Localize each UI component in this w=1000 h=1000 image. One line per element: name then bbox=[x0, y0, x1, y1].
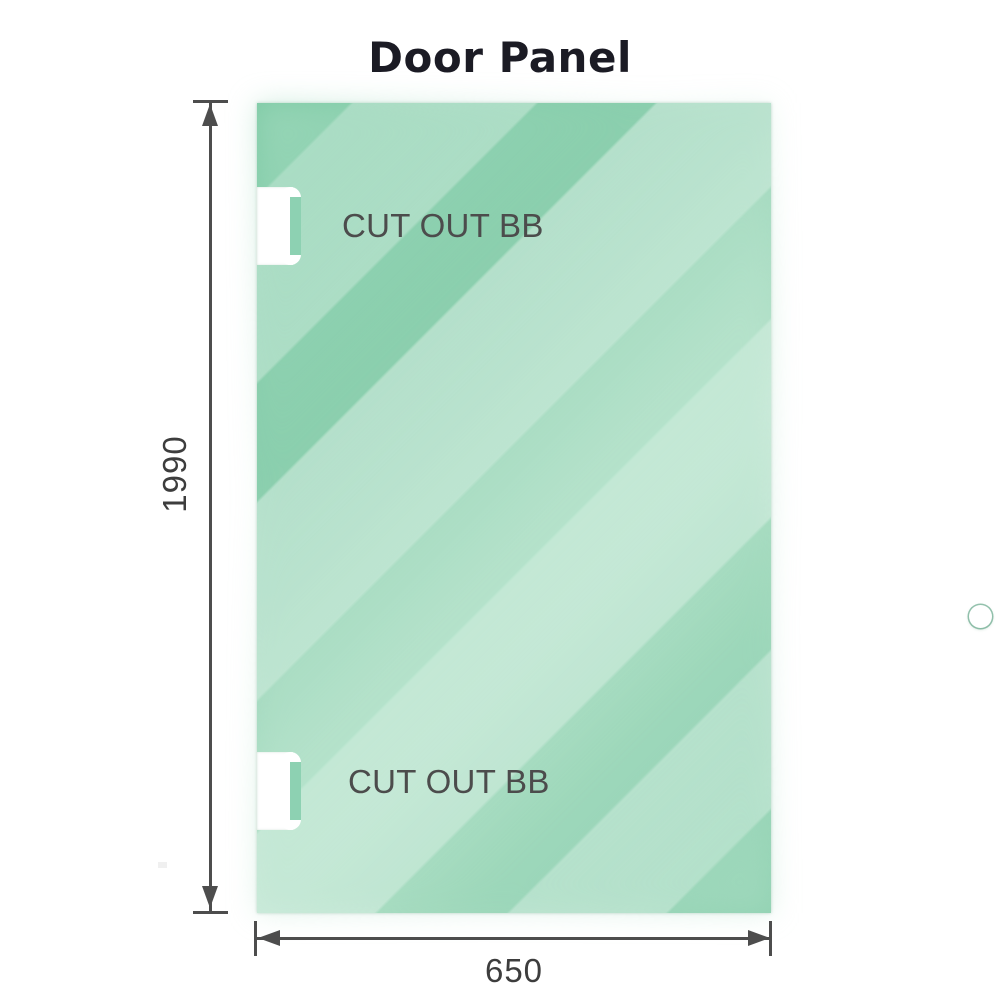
width-arrow-left-icon bbox=[258, 930, 280, 946]
height-dimension-line bbox=[209, 103, 212, 913]
stray-mark bbox=[158, 862, 167, 868]
cutout-bottom[interactable] bbox=[256, 752, 301, 830]
height-arrow-up-icon bbox=[202, 104, 218, 126]
handle-hole-icon[interactable] bbox=[969, 605, 992, 628]
height-dimension-label: 1990 bbox=[156, 435, 193, 513]
height-dimension-cap-bottom bbox=[193, 911, 228, 914]
height-arrow-down-icon bbox=[202, 886, 218, 908]
cutout-top-label: CUT OUT BB bbox=[342, 207, 544, 244]
cutout-bottom-label: CUT OUT BB bbox=[348, 763, 550, 800]
glass-door-panel[interactable] bbox=[256, 103, 992, 913]
page-title: Door Panel bbox=[368, 33, 632, 82]
cutout-top[interactable] bbox=[256, 187, 301, 265]
height-dimension-cap-top bbox=[193, 100, 228, 103]
panel-glass-sheen bbox=[257, 103, 771, 913]
width-dimension-cap-right bbox=[769, 921, 772, 956]
cutout-bottom-notch bbox=[290, 762, 301, 820]
width-dimension-label: 650 bbox=[484, 952, 544, 989]
width-arrow-right-icon bbox=[748, 930, 770, 946]
width-dimension-cap-left bbox=[254, 921, 257, 956]
width-dimension-line bbox=[256, 937, 772, 940]
cutout-top-notch bbox=[290, 197, 301, 255]
